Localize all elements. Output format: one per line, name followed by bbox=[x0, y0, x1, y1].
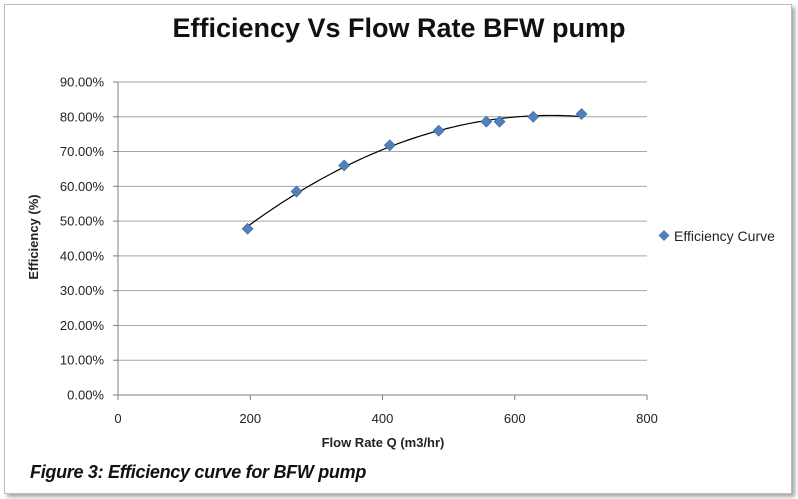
y-tick-label: 0.00% bbox=[67, 388, 104, 403]
y-tick-label: 20.00% bbox=[60, 318, 105, 333]
y-tick-label: 40.00% bbox=[60, 248, 105, 263]
legend-marker-diamond bbox=[658, 230, 670, 241]
grid-layer bbox=[118, 81, 647, 396]
data-point bbox=[493, 115, 506, 128]
y-tick-label: 90.00% bbox=[60, 75, 105, 90]
y-tick-label: 70.00% bbox=[60, 144, 105, 159]
data-point bbox=[383, 139, 396, 152]
legend: Efficiency Curve bbox=[658, 228, 775, 244]
data-point bbox=[290, 185, 303, 198]
data-point bbox=[338, 159, 351, 172]
x-tick-label: 400 bbox=[372, 411, 394, 426]
x-tick-label: 800 bbox=[636, 411, 658, 426]
legend-label: Efficiency Curve bbox=[674, 228, 775, 244]
data-point bbox=[432, 124, 445, 137]
y-tick-label: 30.00% bbox=[60, 283, 105, 298]
data-point bbox=[480, 115, 493, 128]
y-tick-label: 60.00% bbox=[60, 179, 105, 194]
data-point bbox=[527, 110, 540, 123]
axis-layer: 0.00% 10.00% 20.00% 30.00% 40.00% 50.00% 60.00… bbox=[60, 75, 658, 427]
figure-caption: Figure 3: Efficiency curve for BFW pump bbox=[30, 462, 367, 482]
data-point bbox=[575, 108, 588, 120]
y-tick-label: 80.00% bbox=[60, 109, 105, 124]
figure-frame bbox=[4, 4, 792, 494]
x-tick-label: 200 bbox=[239, 411, 261, 426]
y-tick-label: 10.00% bbox=[60, 353, 105, 368]
y-tick-label: 50.00% bbox=[60, 214, 105, 229]
x-tick-label: 0 bbox=[114, 411, 121, 426]
data-points-layer bbox=[241, 108, 588, 235]
data-point bbox=[241, 222, 254, 235]
chart-title: Efficiency Vs Flow Rate BFW pump bbox=[172, 13, 626, 43]
x-tick-label: 600 bbox=[504, 411, 526, 426]
y-axis-title: Efficiency (%) bbox=[26, 194, 41, 279]
trendline bbox=[247, 114, 582, 227]
x-axis-title: Flow Rate Q (m3/hr) bbox=[322, 435, 445, 450]
trendline-layer bbox=[247, 114, 582, 227]
